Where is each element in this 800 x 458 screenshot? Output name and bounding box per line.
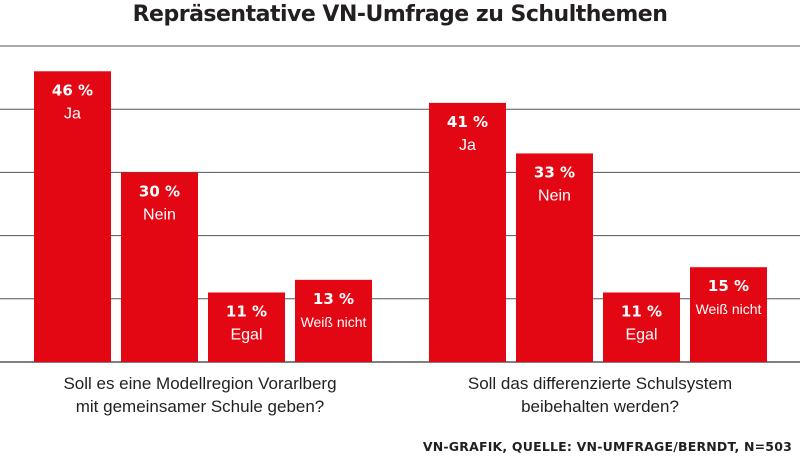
bar-value-label: 11 % xyxy=(226,302,267,320)
bar-2-weiß-nicht xyxy=(690,267,767,362)
bar-category-label: Weiß nicht xyxy=(301,314,367,330)
bar-category-label: Ja xyxy=(459,137,476,154)
group-label-2-line2: beibehalten werden? xyxy=(521,397,679,416)
bar-value-label: 33 % xyxy=(534,163,575,181)
bar-category-label: Nein xyxy=(538,187,571,204)
bar-2-ja xyxy=(429,102,506,362)
bar-value-label: 30 % xyxy=(139,182,180,200)
bars xyxy=(34,71,767,362)
bar-labels: 46 % Ja 30 % Nein 11 % Egal 13 % Weiß nicht 41 %… xyxy=(52,81,762,343)
bar-1-nein xyxy=(121,172,198,362)
bar-1-weiß-nicht xyxy=(295,279,372,362)
bar-2-nein xyxy=(516,153,593,362)
bar-category-label: Egal xyxy=(230,326,262,343)
bar-value-label: 15 % xyxy=(708,277,749,295)
bar-category-label: Nein xyxy=(143,206,176,223)
bar-value-label: 41 % xyxy=(447,113,488,131)
group-label-2-line1: Soll das differenzierte Schulsystem xyxy=(467,374,733,393)
bar-value-label: 46 % xyxy=(52,81,93,99)
bar-category-label: Ja xyxy=(64,105,81,122)
group-label-1-line2: mit gemeinsamer Schule geben? xyxy=(75,397,325,416)
bar-category-label: Weiß nicht xyxy=(696,301,762,317)
bar-1-egal xyxy=(208,292,285,362)
source-note: VN-GRAFIK, QUELLE: VN-UMFRAGE/BERNDT, N=… xyxy=(422,439,792,454)
group-label-2: Soll das differenzierte Schulsystem beib… xyxy=(400,372,800,418)
group-label-1: Soll es eine Modellregion Vorarlberg mit… xyxy=(0,372,400,418)
bar-value-label: 13 % xyxy=(313,290,354,308)
bar-1-ja xyxy=(34,71,111,362)
bar-2-egal xyxy=(603,292,680,362)
bar-value-label: 11 % xyxy=(621,302,662,320)
bar-category-label: Egal xyxy=(625,326,657,343)
chart-title: Repräsentative VN-Umfrage zu Schulthemen xyxy=(132,2,668,27)
group-label-1-line1: Soll es eine Modellregion Vorarlberg xyxy=(63,374,337,393)
